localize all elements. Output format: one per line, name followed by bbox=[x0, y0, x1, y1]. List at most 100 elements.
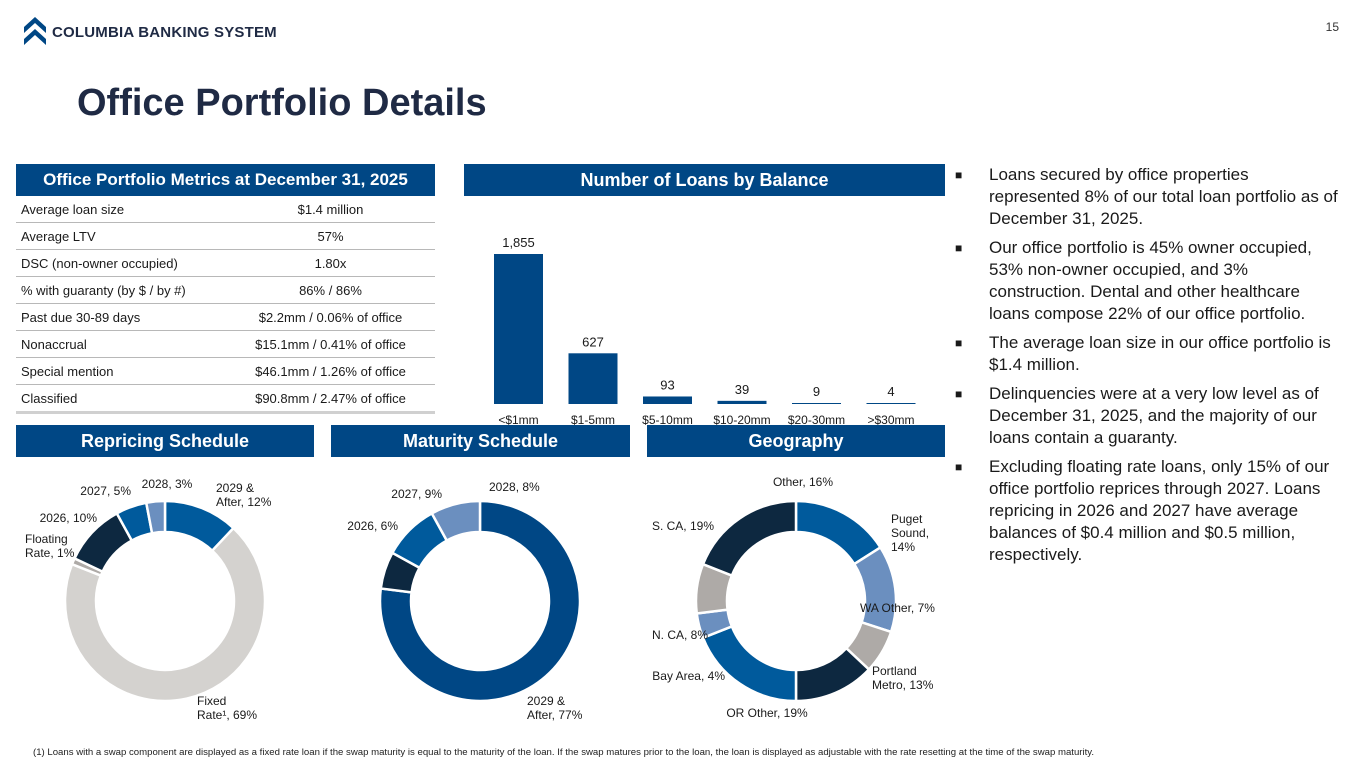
donut-slice-7 bbox=[701, 499, 798, 578]
repricing-donut-chart: 2029 & After, 12% Fixed Rate¹, 69% Floating R… bbox=[25, 477, 272, 722]
donut-slice-label: 2028, 3% bbox=[142, 477, 193, 491]
metric-label: Special mention bbox=[16, 357, 226, 385]
bar-4 bbox=[792, 403, 841, 404]
metric-value: $2.2mm / 0.06% of office bbox=[226, 303, 435, 331]
donut-slice-3 bbox=[430, 499, 482, 543]
donut-slice-label: 2026, 6% bbox=[347, 519, 398, 533]
bullet-marker-icon: ■ bbox=[955, 336, 963, 350]
bar-1 bbox=[568, 353, 618, 404]
bar-value-label: 4 bbox=[887, 384, 894, 399]
bar-5 bbox=[866, 403, 916, 404]
donut-slice-label: Bay Area, 4% bbox=[652, 669, 725, 683]
donut-slice-label: OR Other, 19% bbox=[726, 706, 808, 720]
metrics-panel: Office Portfolio Metrics at December 31,… bbox=[16, 164, 435, 414]
metrics-row: Average loan size $1.4 million bbox=[16, 196, 435, 223]
metrics-row: DSC (non-owner occupied) 1.80x bbox=[16, 249, 435, 277]
footnote: (1) Loans with a swap component are disp… bbox=[33, 747, 1095, 758]
metrics-table: Average loan size $1.4 million Average LTV… bbox=[16, 196, 435, 414]
metric-value: $46.1mm / 1.26% of office bbox=[226, 357, 435, 385]
loans-by-balance-panel: Number of Loans by Balance 1,855 <$1mm 627… bbox=[464, 164, 945, 436]
donut-slice-label: Puget Sound, 14% bbox=[891, 512, 929, 554]
geography-header: Geography bbox=[647, 425, 945, 457]
bar-value-label: 627 bbox=[582, 334, 604, 349]
bullet-marker-icon: ■ bbox=[955, 387, 963, 401]
donut-slice-label: N. CA, 8% bbox=[652, 628, 708, 642]
bar-3 bbox=[717, 400, 767, 404]
donut-slice-label: 2027, 5% bbox=[80, 484, 131, 498]
company-name: COLUMBIA BANKING SYSTEM bbox=[52, 23, 277, 41]
bar-value-label: 9 bbox=[813, 384, 820, 399]
bar-category-label: $10-20mm bbox=[713, 413, 770, 427]
metric-value: $1.4 million bbox=[226, 196, 435, 223]
donut-slice-label: 2029 & After, 12% bbox=[216, 481, 272, 509]
metric-value: 57% bbox=[226, 222, 435, 250]
metric-value: $90.8mm / 2.47% of office bbox=[226, 384, 435, 414]
bar-value-label: 1,855 bbox=[502, 235, 535, 250]
repricing-header: Repricing Schedule bbox=[16, 425, 314, 457]
maturity-header: Maturity Schedule bbox=[331, 425, 630, 457]
geography-donut-chart: Other, 16% Puget Sound, 14% WA Other, 7% Port… bbox=[652, 475, 935, 720]
metric-label: Past due 30-89 days bbox=[16, 303, 226, 331]
page-title: Office Portfolio Details bbox=[77, 82, 487, 124]
key-point: ■ Excluding floating rate loans, only 15%… bbox=[955, 456, 1340, 566]
key-point-text: Delinquencies were at a very low level a… bbox=[989, 384, 1319, 447]
key-point-text: Our office portfolio is 45% owner occupi… bbox=[989, 238, 1312, 323]
metric-value: $15.1mm / 0.41% of office bbox=[226, 330, 435, 358]
donut-slice-label: Fixed Rate¹, 69% bbox=[197, 694, 257, 722]
metric-value: 86% / 86% bbox=[226, 276, 435, 304]
bar-category-label: >$30mm bbox=[867, 413, 914, 427]
donut-slice-5 bbox=[144, 499, 167, 535]
bar-category-label: $1-5mm bbox=[571, 413, 615, 427]
bar-value-label: 93 bbox=[660, 377, 674, 392]
donut-slice-label: S. CA, 19% bbox=[652, 519, 714, 533]
donut-slice-label: Portland Metro, 13% bbox=[872, 664, 934, 692]
metrics-row: Average LTV 57% bbox=[16, 222, 435, 250]
key-point: ■ Loans secured by office properties repr… bbox=[955, 164, 1340, 230]
page-number: 15 bbox=[1325, 20, 1339, 34]
bar-2 bbox=[643, 396, 692, 404]
metric-label: Nonaccrual bbox=[16, 330, 226, 358]
metric-label: Classified bbox=[16, 384, 226, 414]
metrics-row: Past due 30-89 days $2.2mm / 0.06% of off… bbox=[16, 303, 435, 331]
chevron-logo-icon bbox=[24, 17, 46, 45]
donut-slice-1 bbox=[852, 545, 898, 634]
key-point-text: The average loan size in our office port… bbox=[989, 333, 1331, 374]
metric-label: Average LTV bbox=[16, 222, 226, 250]
donut-slice-0 bbox=[378, 499, 582, 703]
key-point: ■ The average loan size in our office por… bbox=[955, 332, 1340, 376]
donut-slice-1 bbox=[63, 526, 267, 703]
metrics-row: % with guaranty (by $ / by #) 86% / 86% bbox=[16, 276, 435, 304]
donut-slice-label: WA Other, 7% bbox=[860, 601, 935, 615]
metric-label: Average loan size bbox=[16, 196, 226, 223]
donut-slice-label: 2027, 9% bbox=[391, 487, 442, 501]
bar-0 bbox=[494, 254, 543, 404]
key-point-text: Loans secured by office properties repre… bbox=[989, 165, 1338, 228]
company-logo: COLUMBIA BANKING SYSTEM bbox=[24, 16, 277, 48]
metrics-row: Nonaccrual $15.1mm / 0.41% of office bbox=[16, 330, 435, 358]
loans-by-balance-header: Number of Loans by Balance bbox=[464, 164, 945, 196]
bar-value-label: 39 bbox=[735, 382, 749, 397]
key-point: ■ Delinquencies were at a very low level … bbox=[955, 383, 1340, 449]
bullet-marker-icon: ■ bbox=[955, 168, 963, 182]
key-point-text: Excluding floating rate loans, only 15% … bbox=[989, 457, 1330, 564]
maturity-donut-chart: 2029 & After, 77% 2026, 6% 2027, 9% 2028, 8% bbox=[347, 480, 583, 722]
metric-label: DSC (non-owner occupied) bbox=[16, 249, 226, 277]
metrics-header: Office Portfolio Metrics at December 31,… bbox=[16, 164, 435, 196]
donut-slice-label: Floating Rate, 1% bbox=[25, 532, 75, 560]
donut-slice-label: 2029 & After, 77% bbox=[527, 694, 583, 722]
loans-by-balance-chart: 1,855 <$1mm 627 $1-5mm 93 $5-10mm 39 $10-20mm 9 $… bbox=[494, 235, 916, 427]
donut-slice-label: 2026, 10% bbox=[40, 511, 98, 525]
metrics-row: Classified $90.8mm / 2.47% of office bbox=[16, 384, 435, 414]
bullet-marker-icon: ■ bbox=[955, 460, 963, 474]
key-points-list: ■ Loans secured by office properties repr… bbox=[955, 164, 1340, 573]
metric-value: 1.80x bbox=[226, 249, 435, 277]
bar-category-label: $20-30mm bbox=[788, 413, 845, 427]
bullet-marker-icon: ■ bbox=[955, 241, 963, 255]
key-point: ■ Our office portfolio is 45% owner occup… bbox=[955, 237, 1340, 325]
bar-category-label: $5-10mm bbox=[642, 413, 693, 427]
bar-category-label: <$1mm bbox=[498, 413, 538, 427]
donut-slice-4 bbox=[701, 624, 798, 703]
metric-label: % with guaranty (by $ / by #) bbox=[16, 276, 226, 304]
donut-slice-label: Other, 16% bbox=[773, 475, 833, 489]
metrics-row: Special mention $46.1mm / 1.26% of office bbox=[16, 357, 435, 385]
